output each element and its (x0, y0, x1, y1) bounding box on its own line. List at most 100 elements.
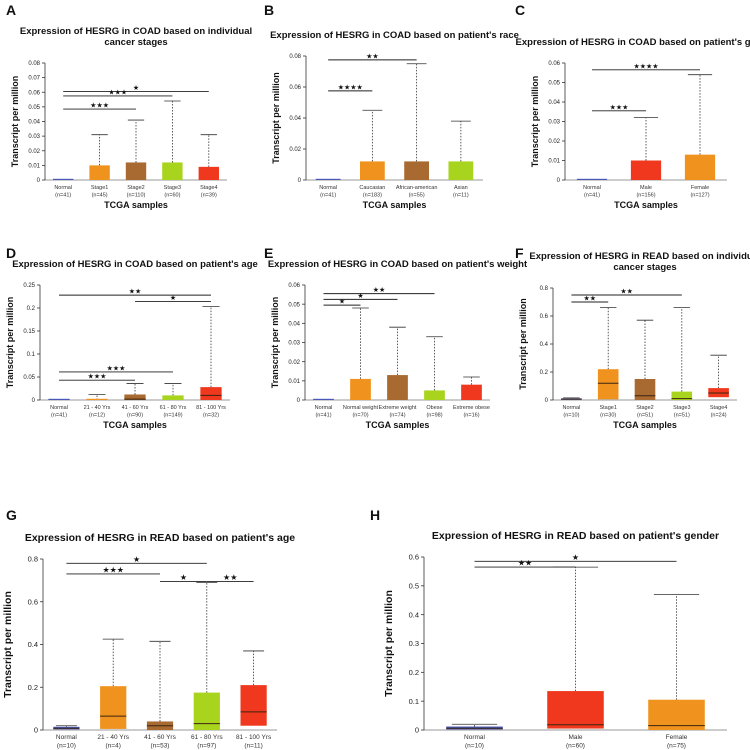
y-tick-label: 0.6 (409, 553, 419, 562)
sample-count-label: (n=51) (674, 413, 690, 419)
y-tick-label: 0.08 (289, 54, 301, 60)
box-obese (424, 390, 445, 400)
y-tick-label: 0.01 (28, 163, 40, 169)
significance-stars: ★★ (366, 52, 379, 60)
x-tick-label: Stage1 (599, 405, 616, 411)
panel-letter: B (264, 2, 274, 18)
x-tick-label: 81 - 100 Yrs (196, 405, 226, 411)
panel-g: G Expression of HESRG in READ based on pa… (2, 507, 295, 750)
box-81-100-yrs (200, 387, 222, 400)
box-female (684, 154, 716, 180)
significance-stars: ★★ (373, 286, 386, 294)
sample-count-label: (n=10) (57, 743, 76, 750)
x-tick-label: 41 - 60 Yrs (144, 734, 176, 741)
sample-count-label: (n=97) (197, 743, 216, 750)
y-tick-label: 0.02 (289, 147, 301, 153)
panel-letter: D (6, 245, 16, 261)
y-tick-label: 0.02 (548, 139, 560, 145)
significance-stars: ★★ (223, 573, 237, 582)
x-tick-label: Normal (464, 734, 486, 741)
y-tick-label: 0.06 (289, 85, 301, 91)
chart-title: cancer stages (613, 262, 676, 273)
panel-letter: C (515, 2, 525, 18)
x-tick-label: Female (666, 734, 688, 741)
x-tick-label: Stage1 (91, 185, 108, 191)
x-tick-label: Caucasian (359, 185, 385, 191)
box-male (630, 160, 662, 180)
box-female (648, 699, 705, 730)
sample-count-label: (n=60) (566, 743, 585, 750)
x-axis-label: TCGA samples (363, 200, 427, 210)
sample-count-label: (n=149) (163, 413, 182, 419)
panel-b: B Expression of HESRG in COAD based on pa… (264, 2, 519, 210)
y-axis-label: Transcript per million (2, 591, 14, 698)
box-stage3 (671, 391, 693, 400)
x-tick-label: Normal (54, 185, 72, 191)
chart-title: Expression of HESRG in READ based on pat… (25, 532, 295, 544)
x-tick-label: Stage4 (710, 405, 727, 411)
significance-stars: ★★★ (108, 88, 127, 96)
y-tick-label: 0.2 (27, 306, 36, 312)
x-tick-label: 61 - 80 Yrs (160, 405, 187, 411)
sample-count-label: (n=45) (92, 193, 108, 199)
y-tick-label: 0.25 (23, 283, 35, 289)
y-tick-label: 0.06 (548, 61, 560, 67)
chart-title: Expression of HESRG in COAD based on pat… (516, 37, 750, 48)
significance-stars: ★★★★ (633, 62, 658, 70)
sample-count-label: (n=10) (465, 743, 484, 750)
box-normal (315, 178, 341, 180)
box-81-100-yrs (240, 685, 267, 726)
y-tick-label: 0.03 (548, 120, 560, 126)
x-tick-label: Normal (56, 734, 78, 741)
significance-stars: ★★ (129, 288, 142, 296)
y-tick-label: 0.03 (288, 341, 300, 347)
x-axis-label: TCGA samples (614, 200, 678, 210)
y-tick-label: 0.04 (548, 100, 560, 106)
significance-stars: ★ (357, 292, 363, 300)
significance-stars: ★ (133, 555, 140, 564)
y-axis-label: Transcript per million (10, 76, 20, 168)
box-stage1 (89, 165, 110, 180)
x-tick-label: Extreme weight (379, 405, 417, 411)
y-tick-label: 0.02 (28, 149, 40, 155)
x-tick-label: 21 - 40 Yrs (84, 405, 111, 411)
x-tick-label: 81 - 100 Yrs (236, 734, 272, 741)
x-tick-label: Normal (319, 185, 337, 191)
x-tick-label: Obese (426, 405, 442, 411)
box-male (547, 691, 604, 729)
sample-count-label: (n=30) (600, 413, 616, 419)
sample-count-label: (n=98) (426, 413, 442, 419)
significance-stars: ★★ (620, 288, 633, 296)
x-tick-label: Extreme obese (453, 405, 490, 411)
x-tick-label: Male (640, 185, 652, 191)
sample-count-label: (n=183) (363, 193, 382, 199)
box-61-80-yrs (162, 395, 184, 400)
x-tick-label: Asian (454, 185, 468, 191)
y-tick-label: 0 (32, 398, 36, 404)
sample-count-label: (n=41) (315, 413, 331, 419)
box-normal (48, 398, 70, 400)
y-tick-label: 0 (415, 726, 419, 735)
x-axis-label: TCGA samples (613, 420, 677, 430)
y-tick-label: 0.6 (28, 597, 38, 606)
sample-count-label: (n=41) (51, 413, 67, 419)
sample-count-label: (n=156) (636, 193, 655, 199)
x-tick-label: Female (691, 185, 709, 191)
y-tick-label: 0 (557, 178, 561, 184)
x-tick-label: Normal (50, 405, 68, 411)
significance-stars: ★★★ (610, 103, 629, 111)
significance-stars: ★★★ (88, 373, 107, 381)
box-stage4 (198, 166, 219, 180)
chart-title: Expression of HESRG in COAD based on pat… (12, 259, 258, 270)
chart-title: Expression of HESRG in READ based on pat… (432, 530, 719, 542)
box-normal (313, 398, 334, 400)
sample-count-label: (n=53) (151, 743, 170, 750)
significance-stars: ★★★ (102, 565, 124, 574)
box-stage1 (597, 369, 619, 400)
x-tick-label: Normal (583, 185, 601, 191)
panel-a: A Expression of HESRG in COAD based on in… (6, 2, 252, 210)
sample-count-label: (n=70) (352, 413, 368, 419)
x-axis-label: TCGA samples (366, 420, 430, 430)
y-tick-label: 0.06 (288, 283, 300, 289)
chart-title: cancer stages (104, 37, 167, 48)
